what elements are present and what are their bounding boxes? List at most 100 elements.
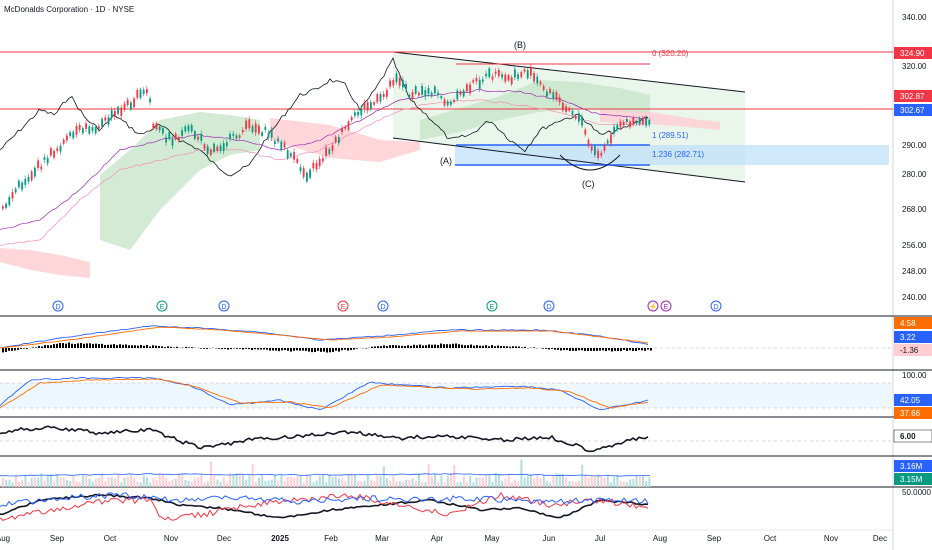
macd-bar <box>311 348 313 353</box>
macd-bar <box>116 345 118 348</box>
candles <box>2 63 651 211</box>
candle-body <box>635 121 638 124</box>
candle-body <box>584 129 587 135</box>
candle-body <box>178 137 180 141</box>
candle-body <box>619 121 622 128</box>
macd-bar <box>17 348 19 350</box>
candle-body <box>213 143 215 152</box>
candle-body <box>146 89 148 94</box>
candle-body <box>373 102 375 105</box>
macd-bar <box>602 348 604 351</box>
volume-bar <box>373 481 376 487</box>
candle-body <box>158 126 161 131</box>
candle-body <box>498 69 500 77</box>
volume-bar <box>171 479 174 487</box>
candle-body <box>222 143 225 152</box>
candle-body <box>379 94 382 102</box>
candle-body <box>142 89 145 94</box>
volume-bar <box>14 474 17 487</box>
macd-bar <box>392 345 394 348</box>
macd-bar <box>446 344 448 348</box>
volume-bar <box>382 466 385 487</box>
macd-bar <box>89 343 91 348</box>
candle-body <box>411 92 414 100</box>
candle-body <box>558 97 561 103</box>
macd-bar <box>80 343 82 348</box>
osc-badge <box>893 429 932 443</box>
macd-bar <box>449 344 451 348</box>
macd-bar <box>191 347 193 348</box>
candle-body <box>210 149 212 155</box>
macd-bar <box>269 348 271 351</box>
macd-bar <box>137 345 139 348</box>
volume-bar <box>488 474 491 487</box>
macd-bar <box>290 348 292 352</box>
macd-bar <box>593 348 595 351</box>
volume-badge-label: 3.15M <box>900 475 923 484</box>
candle-body <box>46 157 49 164</box>
time-axis-label: Dec <box>217 534 231 543</box>
macd-bar <box>347 348 349 351</box>
volume-bar <box>34 477 36 487</box>
candle-body <box>72 131 75 139</box>
volume-bar <box>104 481 107 487</box>
macd-bar <box>629 348 631 351</box>
candle-body <box>427 88 430 94</box>
candle-body <box>78 124 81 130</box>
volume-bar <box>75 481 78 487</box>
candle-body <box>501 74 503 78</box>
volume-bar <box>597 474 600 487</box>
candle-body <box>309 169 311 178</box>
volume-bar <box>344 481 347 487</box>
macd-bar <box>23 348 25 349</box>
candle-body <box>312 162 315 169</box>
macd-bar <box>608 348 610 351</box>
macd-bar <box>119 344 121 348</box>
candle-body <box>264 126 267 130</box>
macd-bar <box>83 343 85 348</box>
event-marker-letter: D <box>380 304 385 311</box>
volume-bar <box>78 482 81 487</box>
candle-body <box>232 133 235 136</box>
volume-bar <box>200 473 203 487</box>
time-axis-label: Jul <box>595 534 605 543</box>
macd-bar <box>131 345 133 348</box>
macd-bar <box>548 348 550 350</box>
candle-body <box>443 99 446 106</box>
candle-body <box>274 141 276 144</box>
macd-bar <box>386 346 388 348</box>
ichimoku-cloud-green <box>100 112 260 250</box>
volume-bar <box>232 474 235 487</box>
volume-bar <box>498 474 500 487</box>
macd-bar <box>143 345 145 348</box>
macd-bar <box>302 348 304 351</box>
volume-bar <box>430 476 433 487</box>
volume-bar <box>389 480 392 487</box>
macd-bar <box>437 345 439 348</box>
candle-body <box>334 136 337 143</box>
volume-bar <box>258 477 260 487</box>
candle-body <box>299 167 302 172</box>
volume-bar <box>568 481 571 487</box>
volume-bar <box>482 478 484 487</box>
candle-body <box>414 86 417 94</box>
macd-bar <box>110 344 112 348</box>
candle-body <box>11 192 14 199</box>
macd-bar <box>251 348 253 351</box>
macd-bar <box>281 348 283 351</box>
volume-bar <box>203 482 206 487</box>
macd-bar <box>122 344 124 348</box>
macd-bar <box>107 344 109 348</box>
volume-bar <box>443 481 446 487</box>
time-axis-label: Dec <box>873 534 887 543</box>
volume-bar <box>338 478 340 487</box>
macd-bar <box>416 345 418 348</box>
macd-bar <box>443 344 445 348</box>
candle-body <box>322 158 324 162</box>
volume-bar <box>411 478 414 487</box>
macd-bar <box>47 345 49 348</box>
macd-bar <box>422 345 424 348</box>
candle-body <box>270 130 273 138</box>
